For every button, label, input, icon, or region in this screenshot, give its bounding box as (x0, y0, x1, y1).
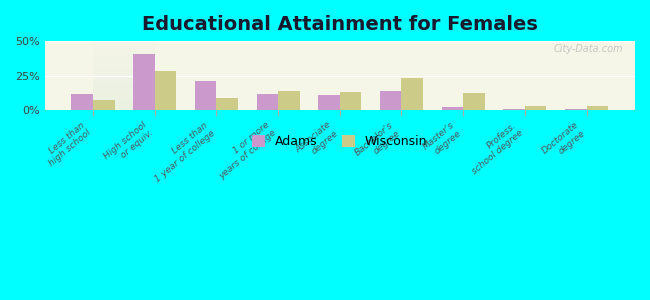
Bar (216, 98, 238, 110)
Bar (525, 106, 547, 110)
Bar (441, 107, 463, 110)
Bar (318, 95, 340, 110)
Bar (463, 93, 485, 110)
Bar (93, 100, 114, 110)
Bar (195, 81, 216, 110)
Text: City-Data.com: City-Data.com (554, 44, 623, 54)
Title: Educational Attainment for Females: Educational Attainment for Females (142, 15, 538, 34)
Bar (503, 109, 525, 110)
Legend: Adams, Wisconsin: Adams, Wisconsin (247, 130, 432, 153)
Bar (340, 92, 361, 110)
Bar (278, 91, 300, 110)
Bar (155, 71, 176, 110)
Bar (565, 109, 586, 110)
Bar (257, 94, 278, 110)
Bar (402, 78, 423, 110)
Bar (72, 94, 93, 110)
Bar (586, 106, 608, 110)
Bar (380, 91, 402, 110)
Bar (133, 54, 155, 110)
